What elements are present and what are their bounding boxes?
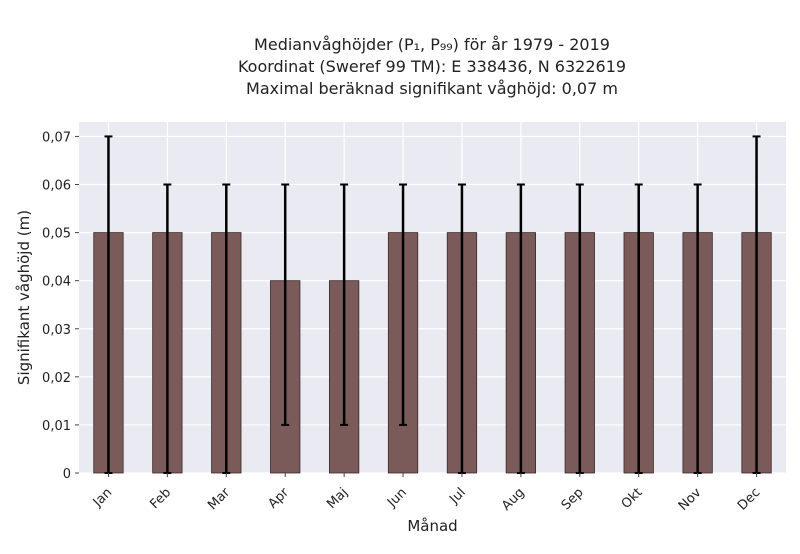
y-tick-label: 0,04 [42,275,71,290]
x-tick-label: Okt [619,485,646,512]
x-tick-label: Aug [499,485,528,514]
plot-area [79,122,786,473]
y-tick-label: 0,03 [42,323,71,338]
y-tick-label: 0,06 [42,179,71,194]
y-tick-label: 0,02 [42,371,71,386]
chart-title: Medianvåghöjder (P₁, P₉₉) för år 1979 - … [0,34,800,100]
x-axis-label: Månad [407,517,457,535]
error-bars [104,135,761,474]
y-tick-label: 0,01 [42,419,71,434]
x-tick-label: Jan [90,485,115,510]
chart-title-line-1: Medianvåghöjder (P₁, P₉₉) för år 1979 - … [254,35,610,54]
y-axis-ticks: 0 0,01 0,02 0,03 0,04 0,05 0,06 0,07 [42,130,79,482]
x-tick-label: Apr [266,485,293,512]
x-tick-label: Nov [676,485,705,514]
y-tick-label: 0,07 [42,130,71,145]
y-axis-label: Signifikant våghöjd (m) [15,210,33,385]
x-tick-label: Feb [147,485,174,512]
y-gridlines [79,135,786,474]
y-tick-label: 0,05 [42,227,71,242]
x-tick-label: Maj [324,485,351,512]
x-tick-label: Mar [205,485,233,513]
chart-title-line-3: Maximal beräknad signifikant våghöjd: 0,… [246,79,618,98]
x-axis-ticks: Jan Feb Mar Apr Maj Jun Jul Aug Sep Okt Nov Dec [90,473,763,514]
x-tick-label: Jul [446,485,468,507]
x-tick-label: Sep [559,485,587,513]
x-tick-label: Dec [735,485,763,513]
x-tick-label: Jun [384,485,410,511]
y-tick-label: 0 [63,467,71,482]
chart-title-line-2: Koordinat (Sweref 99 TM): E 338436, N 63… [237,57,627,76]
